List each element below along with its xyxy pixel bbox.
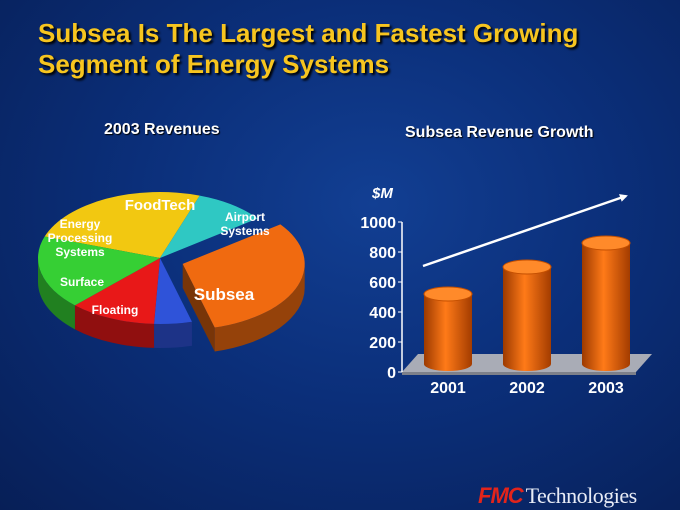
y-tick-label: 200 — [369, 335, 396, 352]
pie-slice-floating — [154, 258, 192, 325]
bar-floor-edge — [402, 372, 636, 375]
logo-wordmark: Technologies — [525, 483, 637, 508]
bar-top-2003 — [581, 235, 631, 251]
pie-side-energy-processing-systems — [38, 258, 75, 330]
y-tick-label: 400 — [369, 305, 396, 322]
pie-side-floating — [154, 321, 192, 348]
pie-label-energy-processing-systems: Energy Processing Systems — [48, 217, 113, 259]
pie-side-surface — [74, 305, 155, 348]
x-tick-label: 2002 — [509, 380, 545, 397]
y-tick-label: 600 — [369, 275, 396, 292]
y-tick-label: 800 — [369, 245, 396, 262]
page-title: Subsea Is The Largest and Fastest Growin… — [38, 18, 579, 79]
pie-slice-energy-processing-systems — [37, 236, 160, 306]
y-tick-label: 1000 — [360, 215, 396, 232]
bar-2003 — [582, 243, 630, 371]
pie-chart: FoodTech Airport Systems Subsea Floating Surf… — [37, 192, 305, 352]
pie-slice-surface — [74, 258, 160, 324]
pie-label-foodtech: FoodTech — [125, 197, 196, 214]
bar-top-2001 — [423, 286, 473, 302]
pie-label-surface: Surface — [60, 275, 104, 289]
bar-2002 — [503, 267, 551, 371]
y-axis-label: $M — [371, 185, 393, 202]
pie-slice-foodtech — [44, 192, 200, 258]
growth-trend-arrow — [422, 194, 628, 268]
pie-side-subsea — [214, 263, 305, 352]
bar-2001 — [424, 294, 472, 371]
y-tick-label: 0 — [387, 365, 396, 382]
x-tick-label: 2001 — [430, 380, 466, 397]
bar-top-2002 — [502, 259, 552, 275]
x-tick-label: 2003 — [588, 380, 624, 397]
pie-label-floating: Floating — [92, 303, 139, 317]
pie-slice-subsea — [182, 224, 305, 328]
pie-slice-airport-systems — [160, 195, 258, 258]
fmc-technologies-logo: FMC Technologies — [478, 483, 637, 509]
pie-label-airport-systems: Airport Systems — [220, 210, 270, 238]
pie-cut-subsea — [182, 263, 215, 352]
pie-label-subsea: Subsea — [194, 285, 255, 304]
bar-chart-title: Subsea Revenue Growth — [405, 124, 594, 141]
bar-chart: 0 200 400 600 800 1000 $M 2001 2002 2003 — [360, 185, 652, 397]
pie-chart-title: 2003 Revenues — [104, 121, 220, 138]
logo-mark: FMC — [478, 483, 524, 508]
